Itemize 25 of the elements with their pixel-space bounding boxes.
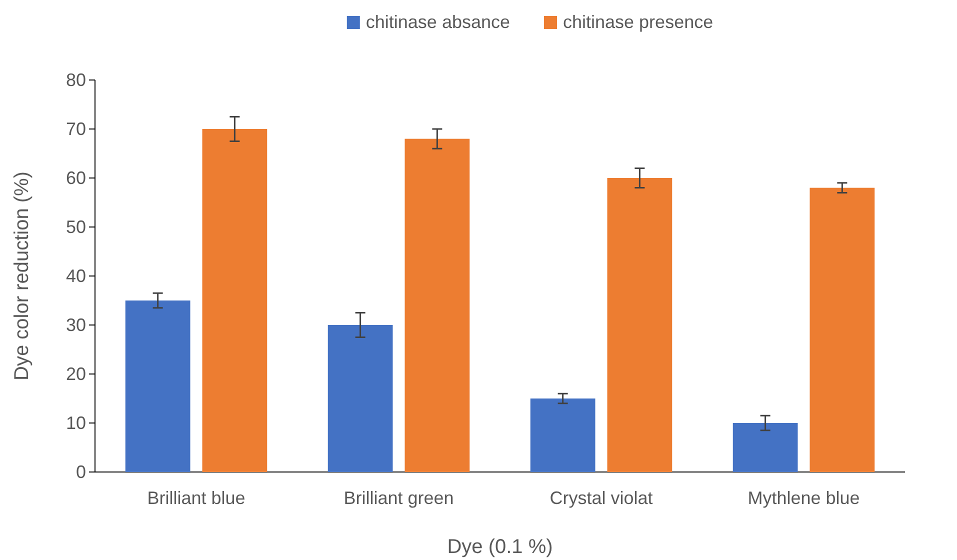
y-tick-label: 60 [66,168,86,188]
bar [810,188,875,472]
y-tick-label: 10 [66,412,86,433]
x-tick-label: Crystal violat [550,488,653,508]
bar [530,398,596,472]
legend-label: chitinase absance [366,12,510,32]
y-tick-label: 30 [66,314,86,335]
bar [404,138,470,472]
legend-label: chitinase presence [563,12,714,32]
bar [607,178,672,472]
y-tick-label: 20 [66,364,86,384]
y-tick-label: 80 [66,70,86,90]
bar [202,129,268,472]
bar [125,300,190,472]
x-tick-label: Brilliant blue [147,488,246,508]
x-tick-label: Mythlene blue [748,488,860,508]
y-tick-label: 50 [66,216,86,237]
x-tick-label: Brilliant green [344,488,454,508]
bar [328,325,393,472]
y-tick-label: 40 [66,266,86,286]
y-tick-label: 70 [66,118,86,139]
y-axis-title: Dye color reduction (%) [11,172,33,380]
bar [732,423,798,472]
y-tick-label: 0 [76,462,86,482]
x-axis-title: Dye (0.1 %) [447,536,553,558]
